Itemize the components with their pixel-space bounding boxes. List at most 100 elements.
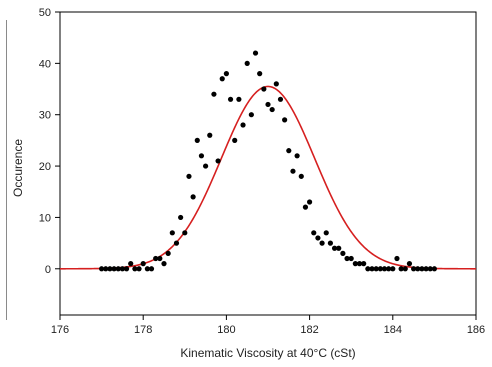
x-tick-label: 176 [51,324,69,336]
plot-frame [59,11,477,316]
y-tick-label: 20 [39,161,51,173]
data-point [369,266,375,272]
data-point [307,199,313,205]
data-point [261,86,267,92]
data-points-layer [99,50,437,272]
data-point [323,230,329,236]
data-point [103,266,109,272]
data-point [173,240,180,246]
data-point [198,153,205,159]
data-point [427,266,433,272]
data-point [381,266,388,272]
data-point [415,266,421,272]
data-point [227,96,234,102]
data-point [123,266,130,272]
x-tick-label: 178 [134,324,152,336]
data-point [402,266,408,272]
data-point [157,255,163,262]
data-point [148,266,155,272]
data-point [290,168,296,174]
data-point [223,71,229,77]
data-point [119,266,125,272]
data-point [161,261,167,267]
data-point [132,266,138,272]
data-point [302,204,309,210]
data-point [178,214,184,221]
data-point [169,230,175,236]
data-point [111,266,117,272]
data-point [153,255,159,262]
data-point [236,96,242,102]
data-point [165,250,171,256]
data-point [361,261,367,267]
data-point [244,60,250,66]
data-point [107,266,113,272]
data-point [248,112,254,118]
x-tick-label: 184 [384,324,402,336]
data-point [136,266,142,272]
data-point [194,137,200,143]
data-point [311,230,317,236]
data-point [315,235,321,241]
x-axis-title: Kinematic Viscosity at 40°C (cSt) [180,346,355,360]
data-point [406,261,413,267]
fit-curve-layer [60,85,476,270]
data-point [232,137,238,143]
data-point [327,240,333,246]
data-point [215,158,221,164]
data-point [331,245,338,251]
data-point [336,245,342,251]
data-point [219,76,225,82]
data-point [356,261,363,267]
y-tick-label: 10 [39,212,51,224]
y-tick-label: 40 [39,58,51,70]
data-point [140,261,146,267]
data-point [186,173,192,179]
data-point [348,255,354,262]
data-point [277,96,284,102]
data-point [182,230,188,236]
data-point [344,255,350,262]
data-point [294,153,300,159]
y-axis-ticks: 0 10 20 30 40 50 [39,7,60,276]
y-tick-label: 30 [39,110,51,122]
data-point [207,132,213,138]
data-point [298,173,304,179]
data-point [282,117,288,123]
data-point [419,266,425,272]
data-point [319,240,325,246]
data-point [265,101,271,108]
fit-curve [60,85,476,270]
data-point [394,255,400,262]
y-tick-label: 50 [39,7,51,19]
x-tick-label: 186 [467,324,485,336]
x-tick-label: 180 [217,324,235,336]
data-point [373,266,379,272]
data-point [411,266,417,272]
data-point [390,266,396,272]
data-point [257,71,263,77]
data-point [352,261,358,267]
data-point [398,266,404,272]
data-point [273,81,279,87]
data-point [190,194,196,200]
y-tick-label: 0 [45,264,51,276]
data-point [286,148,292,154]
data-point [269,106,275,113]
y-axis-title: Occurence [11,139,25,197]
data-point [99,266,105,272]
data-point [252,50,259,56]
data-point [203,163,209,169]
data-point [340,250,346,256]
data-point [386,266,392,272]
frame-edge [0,0,7,340]
data-point [144,266,150,272]
data-point [423,266,429,272]
x-axis-ticks: 176 178 180 182 184 186 [51,315,485,336]
data-point [240,122,246,128]
data-point [431,266,437,272]
data-point [211,91,217,97]
x-tick-label: 182 [300,324,318,336]
plot-area [59,11,477,316]
